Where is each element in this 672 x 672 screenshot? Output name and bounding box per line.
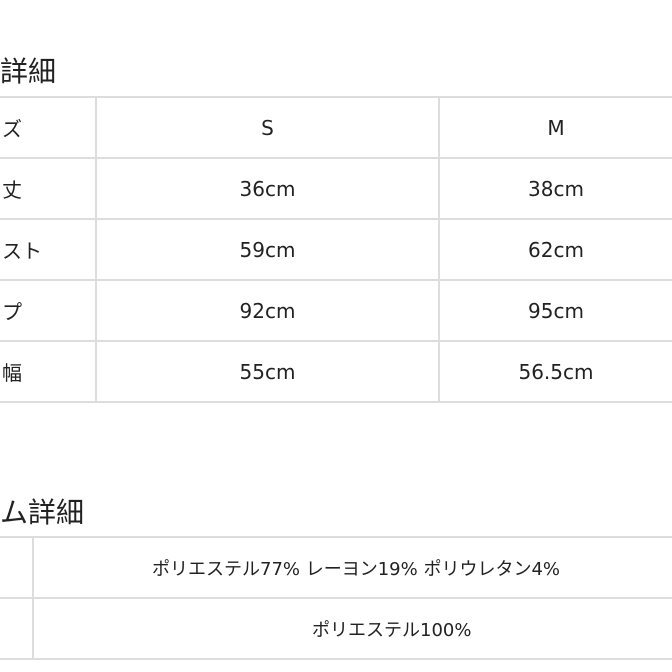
cell-m: 62cm [528, 237, 584, 262]
table-row: 丈 36cm 38cm [0, 159, 672, 220]
table-header-row: ズ S M [0, 98, 672, 159]
material-details-heading: ム詳細 [0, 496, 85, 529]
row-label: スト [0, 220, 97, 279]
table-row: スト 59cm 62cm [0, 220, 672, 281]
size-table: ズ S M 丈 36cm 38cm スト 59cm 62cm プ 92cm 95… [0, 96, 672, 403]
material-value: ポリエステル77% レーヨン19% ポリウレタン4% [152, 558, 561, 580]
material-table: ポリエステル77% レーヨン19% ポリウレタン4% ポリエステル100% [0, 536, 672, 660]
table-row: ポリエステル77% レーヨン19% ポリウレタン4% [0, 538, 672, 599]
size-label-header: ズ [0, 98, 97, 157]
row-label: プ [0, 281, 97, 340]
size-details-heading: 詳細 [0, 55, 57, 88]
cell-s: 36cm [97, 159, 440, 218]
cell-s: 92cm [97, 281, 440, 340]
table-row: 幅 55cm 56.5cm [0, 342, 672, 403]
cell-m: 95cm [528, 298, 584, 323]
cell-s: 55cm [97, 342, 440, 401]
table-row: プ 92cm 95cm [0, 281, 672, 342]
cell-m: 56.5cm [518, 359, 594, 384]
cell-s: 59cm [97, 220, 440, 279]
material-value: ポリエステル100% [312, 619, 472, 641]
cell-m: 38cm [528, 176, 584, 201]
row-label: 丈 [0, 159, 97, 218]
col-header-s: S [97, 98, 440, 157]
material-label-cell [0, 538, 34, 597]
col-header-m: M [547, 115, 565, 140]
row-label: 幅 [0, 342, 97, 401]
table-row: ポリエステル100% [0, 599, 672, 660]
material-label-cell [0, 599, 34, 658]
